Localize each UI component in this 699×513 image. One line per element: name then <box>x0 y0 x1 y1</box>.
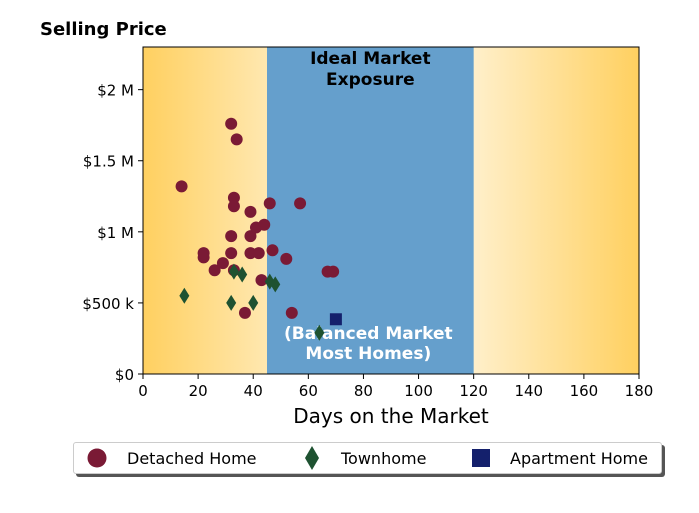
data-point-circle <box>266 244 279 257</box>
data-point-circle <box>208 264 221 277</box>
x-tick-label: 160 <box>570 382 599 400</box>
legend-item-townhome: Townhome <box>303 443 426 473</box>
data-point-diamond <box>248 294 259 311</box>
legend: Detached Home Townhome Apartment Home <box>73 442 662 474</box>
y-tick-label: $500 k <box>82 295 134 313</box>
y-tick-label: $0 <box>115 366 134 384</box>
legend-item-detached: Detached Home <box>86 443 257 473</box>
data-point-circle <box>285 306 298 319</box>
data-point-circle <box>244 247 257 260</box>
x-tick-label: 0 <box>138 382 148 400</box>
y-axis: $0 $500 k $1 M $1.5 M $2 M <box>82 82 143 384</box>
x-tick-label: 20 <box>189 382 208 400</box>
legend-label: Townhome <box>341 448 427 468</box>
band-bottom-label-line: (Balanced Market <box>284 324 453 344</box>
data-point-diamond <box>314 324 325 341</box>
y-tick-label: $1 M <box>97 224 134 242</box>
legend-label: Apartment Home <box>510 448 648 468</box>
data-point-circle <box>227 191 240 204</box>
plot-frame <box>142 46 640 375</box>
band-bottom-label-line: Most Homes) <box>305 344 431 364</box>
legend-item-apartment: Apartment Home <box>471 443 648 473</box>
x-tick-label: 180 <box>625 382 654 400</box>
data-point-circle <box>244 205 257 218</box>
legend-label: Detached Home <box>127 448 257 468</box>
data-point-circle <box>244 230 257 243</box>
data-point-circle <box>327 265 340 278</box>
x-tick-label: 100 <box>404 382 433 400</box>
data-point-circle <box>258 218 271 231</box>
data-point-circle <box>225 230 238 243</box>
data-point-diamond <box>179 287 190 304</box>
x-tick-label: 40 <box>244 382 263 400</box>
data-point-circle <box>230 133 243 146</box>
data-point-circle <box>175 180 188 193</box>
x-axis: 0 20 40 60 80 100 120 140 160 180 <box>138 374 653 400</box>
data-point-circle <box>225 247 238 260</box>
square-marker-icon <box>472 449 490 467</box>
band-top-label-line: Exposure <box>326 70 415 90</box>
data-point-square <box>329 313 342 326</box>
circle-marker-icon <box>87 448 107 468</box>
data-point-circle <box>225 117 238 130</box>
y-tick-label: $1.5 M <box>83 153 134 171</box>
data-point-circle <box>280 252 293 265</box>
data-point-diamond <box>270 276 281 293</box>
x-axis-label: Days on the Market <box>293 404 489 428</box>
data-points <box>175 117 342 341</box>
data-point-diamond <box>226 294 237 311</box>
x-tick-label: 60 <box>299 382 318 400</box>
data-point-circle <box>252 247 265 260</box>
data-point-circle <box>263 197 276 210</box>
data-point-diamond <box>237 266 248 283</box>
data-point-circle <box>255 274 268 287</box>
x-tick-label: 120 <box>459 382 488 400</box>
band-top-label-line: Ideal Market <box>310 49 431 69</box>
chart-title: Selling Price <box>40 19 167 40</box>
data-point-circle <box>294 197 307 210</box>
y-tick-label: $2 M <box>97 82 134 100</box>
ideal-exposure-band <box>267 47 474 374</box>
x-tick-label: 140 <box>514 382 543 400</box>
data-point-diamond <box>228 263 239 280</box>
data-point-circle <box>238 306 251 319</box>
x-tick-label: 80 <box>354 382 373 400</box>
data-point-circle <box>197 247 210 260</box>
diamond-marker-icon <box>305 446 319 470</box>
data-point-circle <box>216 257 229 270</box>
data-point-circle <box>227 200 240 213</box>
